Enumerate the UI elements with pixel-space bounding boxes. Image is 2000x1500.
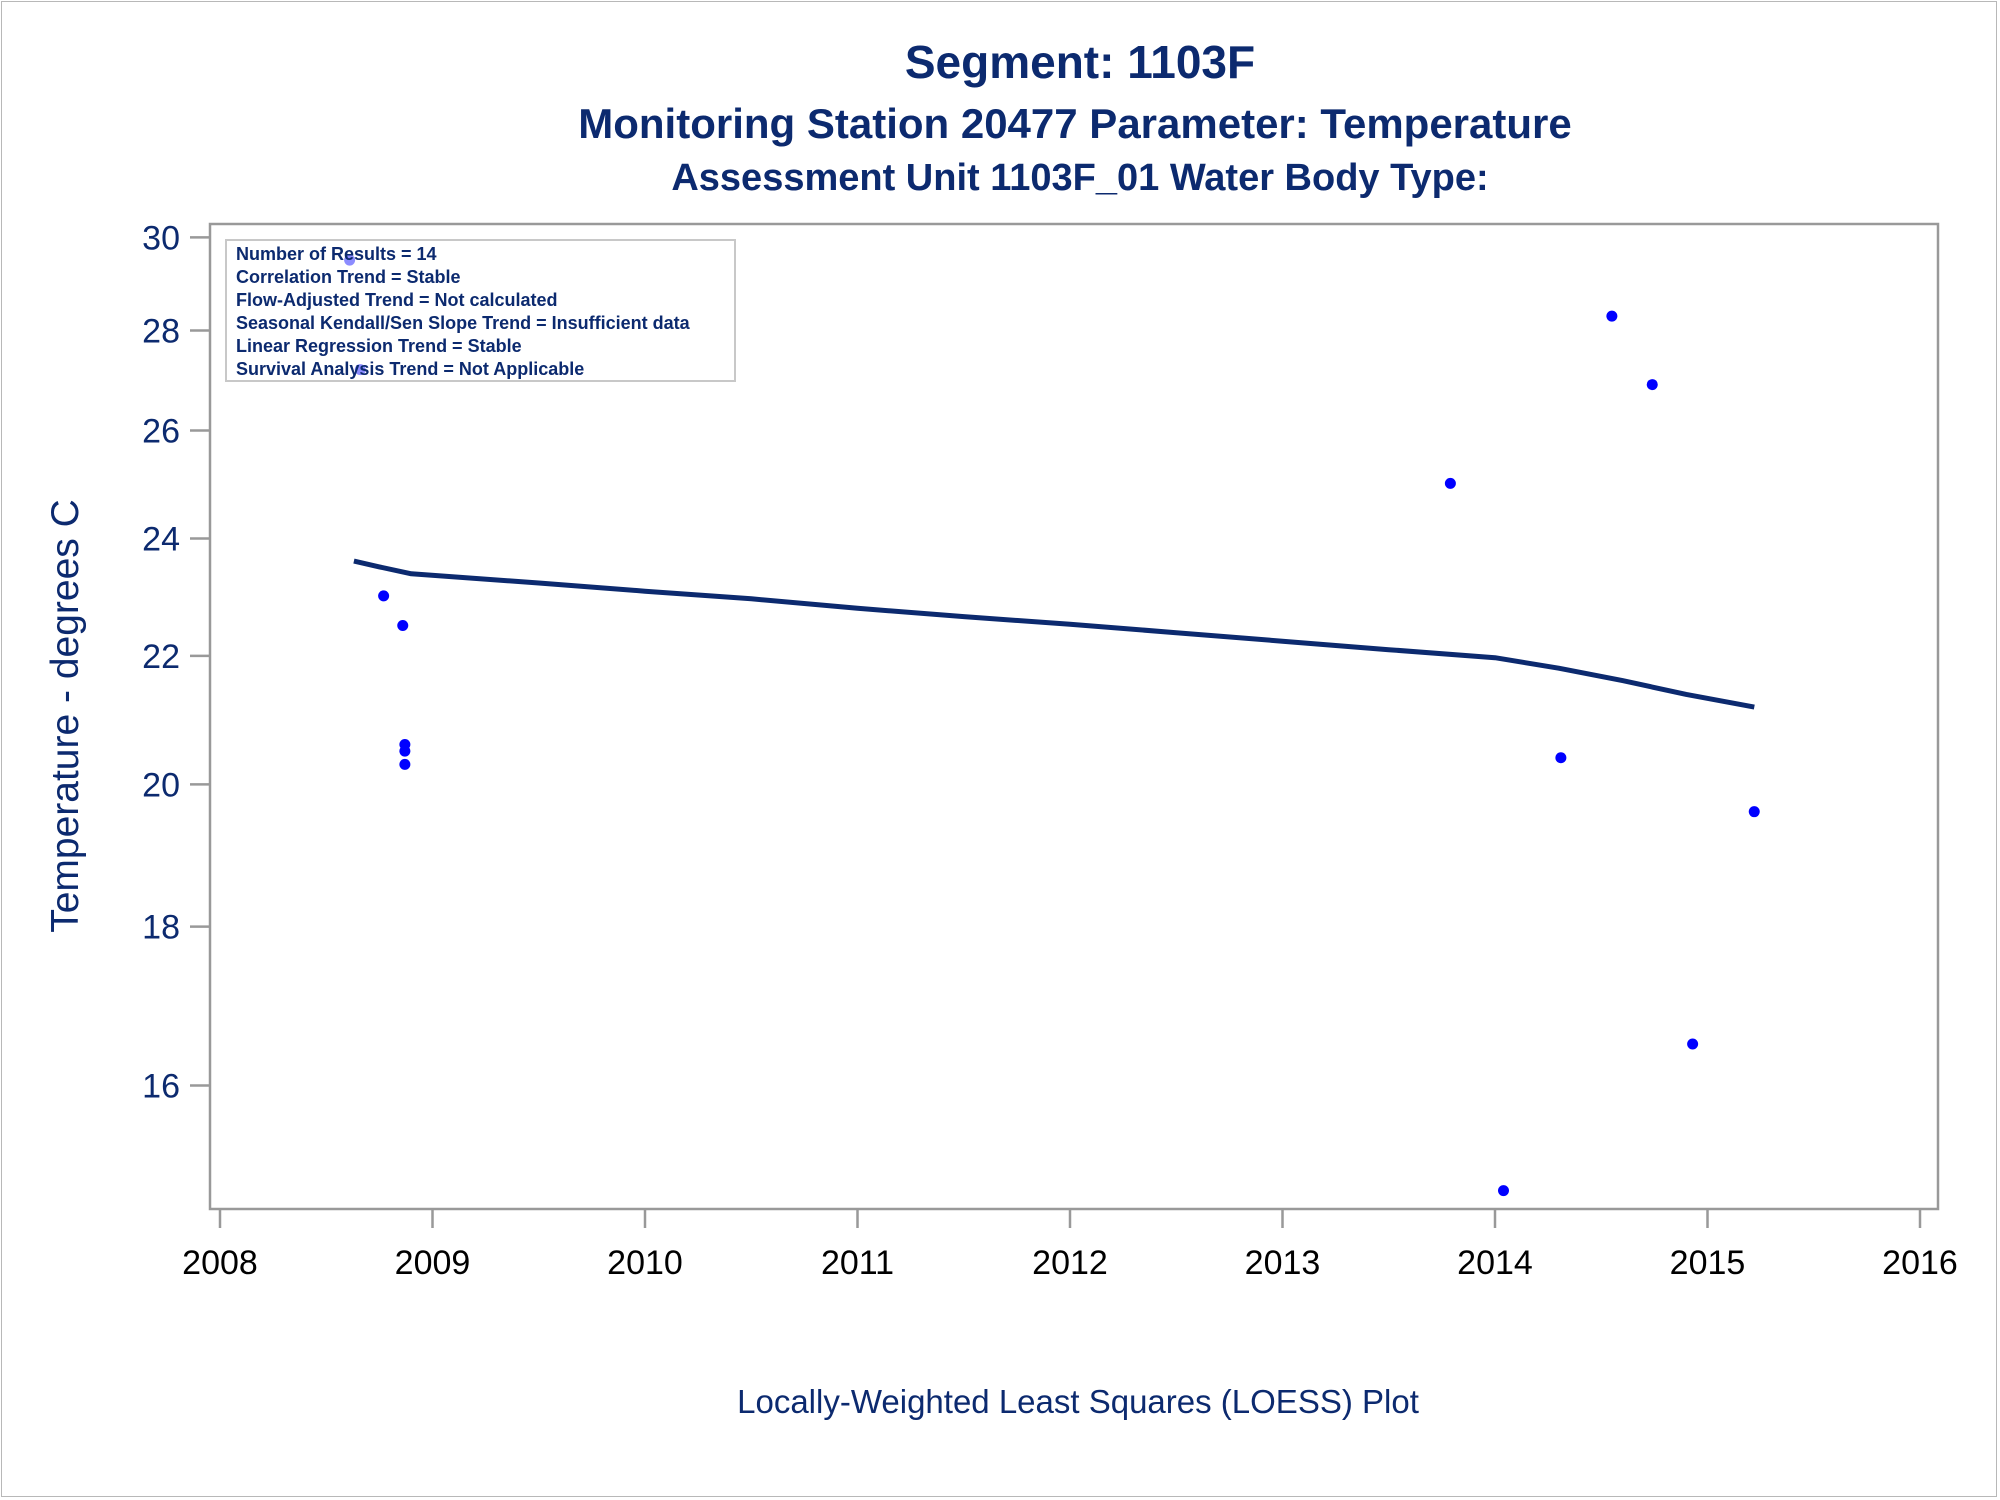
stats-line-correlation: Correlation Trend = Stable [236,267,461,287]
data-point [1646,379,1658,391]
y-axis: 16 18 20 22 24 26 28 30 [142,219,210,1105]
data-point [397,620,409,632]
data-point [1748,806,1760,818]
y-tick-label: 22 [142,638,180,676]
footnote: Locally-Weighted Least Squares (LOESS) P… [737,1383,1419,1420]
x-tick-label: 2008 [182,1244,258,1282]
x-axis: 2008 2009 2010 2011 2012 2013 2014 2015 2016 [182,1209,1958,1282]
stats-line-results: Number of Results = 14 [236,244,437,264]
stats-line-seasonal-kendall: Seasonal Kendall/Sen Slope Trend = Insuf… [236,313,691,333]
plot-area [208,222,1940,1211]
data-point [1498,1185,1509,1197]
y-tick-label: 24 [142,520,180,558]
data-point [1555,752,1567,764]
loess-layer [353,558,1755,710]
x-tick-label: 2016 [1882,1244,1958,1282]
data-point [1687,1038,1699,1050]
stats-box-frame [225,239,736,382]
stats-box: Number of Results = 14 Correlation Trend… [225,239,736,382]
x-tick-label: 2014 [1457,1244,1533,1282]
x-tick-label: 2010 [607,1244,683,1282]
x-tick-label: 2015 [1670,1244,1746,1282]
y-tick-label: 18 [142,909,180,947]
chart-subtitle: Monitoring Station 20477 Parameter: Temp… [578,100,1571,147]
y-tick-label: 20 [142,766,180,804]
data-point [1444,477,1456,489]
y-tick-label: 26 [142,412,180,450]
stats-line-linear-regression: Linear Regression Trend = Stable [236,336,522,356]
x-tick-label: 2009 [395,1244,471,1282]
data-point [1606,310,1618,322]
y-tick-label: 28 [142,313,180,351]
x-tick-label: 2012 [1032,1244,1108,1282]
x-tick-label: 2011 [821,1244,894,1282]
y-axis-label: Temperature - degrees C [44,499,87,933]
data-point [378,590,390,602]
stats-line-survival: Survival Analysis Trend = Not Applicable [236,359,584,379]
data-point [399,745,411,757]
stats-line-flow-adjusted: Flow-Adjusted Trend = Not calculated [236,290,558,310]
y-tick-label: 30 [142,219,180,257]
points-layer [344,254,1760,1197]
x-tick-label: 2013 [1245,1244,1321,1282]
chart-title: Segment: 1103F [905,36,1255,88]
data-point [399,758,411,770]
loess-line [353,558,1755,710]
chart-subtitle-2: Assessment Unit 1103F_01 Water Body Type… [671,157,1488,199]
y-tick-label: 16 [142,1067,180,1105]
